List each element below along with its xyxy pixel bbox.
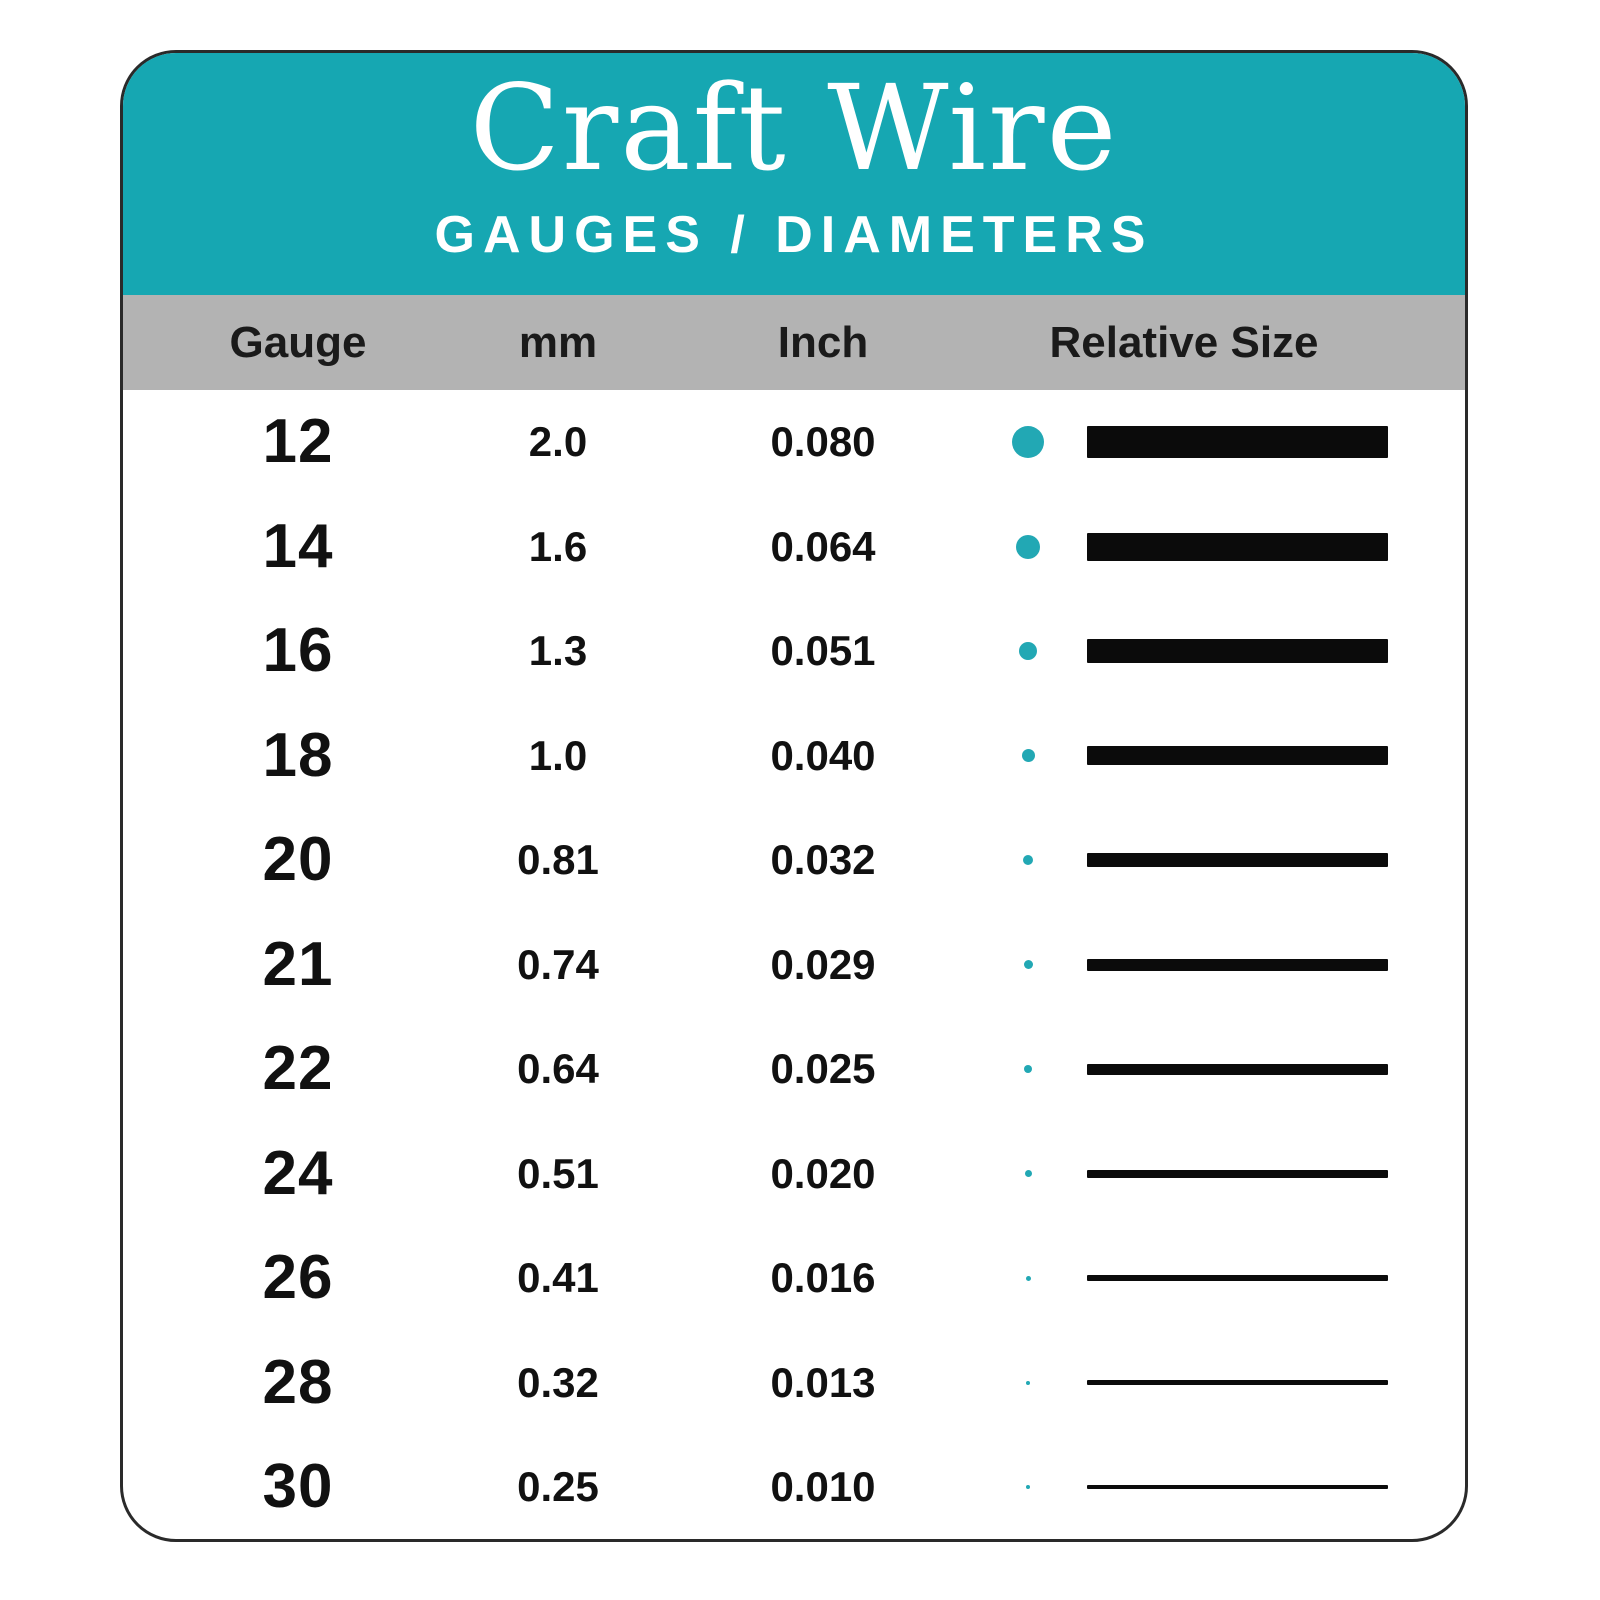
- table-header-row: Gauge mm Inch Relative Size: [123, 295, 1465, 390]
- relative-size-cell: [1003, 1380, 1465, 1386]
- dot-wrapper: [1003, 642, 1053, 661]
- relative-size-bar: [1087, 639, 1388, 664]
- mm-value: 0.64: [517, 1045, 599, 1093]
- mm-value: 0.32: [517, 1358, 599, 1406]
- relative-size-dot: [1021, 749, 1035, 763]
- gauge-value: 26: [262, 1243, 334, 1313]
- relative-size-dot: [1023, 855, 1033, 866]
- column-header-mm: mm: [518, 317, 598, 367]
- gauge-value: 20: [262, 825, 334, 895]
- dot-wrapper: [1003, 855, 1053, 866]
- mm-value: 1.3: [528, 627, 588, 675]
- relative-size-cell: [1003, 639, 1465, 664]
- gauge-value: 24: [262, 1138, 334, 1208]
- page-subtitle: GAUGES / DIAMETERS: [434, 205, 1154, 264]
- dot-wrapper: [1003, 1170, 1053, 1178]
- table-row: 26 0.41 0.016: [123, 1226, 1465, 1331]
- relative-size-bar: [1087, 1485, 1388, 1490]
- relative-size-dot: [1024, 1170, 1032, 1178]
- relative-size-cell: [1003, 1275, 1465, 1282]
- inch-value: 0.016: [770, 1254, 876, 1302]
- dot-wrapper: [1003, 426, 1053, 459]
- mm-value: 1.6: [528, 522, 588, 570]
- column-header-relative-size: Relative Size: [1049, 317, 1319, 367]
- inch-value: 0.051: [770, 627, 876, 675]
- relative-size-bar: [1087, 1380, 1388, 1386]
- relative-size-bar: [1087, 1063, 1388, 1075]
- inch-value: 0.013: [770, 1358, 876, 1406]
- relative-size-cell: [1003, 1063, 1465, 1075]
- mm-value: 0.81: [517, 836, 599, 884]
- dot-wrapper: [1003, 960, 1053, 970]
- table-row: 30 0.25 0.010: [123, 1435, 1465, 1539]
- inch-value: 0.040: [770, 731, 876, 779]
- relative-size-dot: [1023, 960, 1033, 970]
- inch-value: 0.025: [770, 1045, 876, 1093]
- inch-value: 0.010: [770, 1463, 876, 1511]
- relative-size-cell: [1003, 532, 1465, 561]
- inch-value: 0.020: [770, 1149, 876, 1197]
- gauge-value: 22: [262, 1034, 334, 1104]
- table-row: 12 2.0 0.080: [123, 390, 1465, 495]
- relative-size-dot: [1024, 1065, 1032, 1074]
- relative-size-bar: [1087, 853, 1388, 868]
- column-header-gauge: Gauge: [229, 317, 367, 367]
- relative-size-dot: [1026, 1380, 1030, 1385]
- relative-size-cell: [1003, 426, 1465, 459]
- inch-value: 0.064: [770, 522, 876, 570]
- gauge-value: 21: [262, 929, 334, 999]
- dot-wrapper: [1003, 1065, 1053, 1074]
- dot-wrapper: [1003, 1485, 1053, 1490]
- mm-value: 0.51: [517, 1149, 599, 1197]
- relative-size-bar: [1087, 1275, 1388, 1282]
- relative-size-bar: [1087, 958, 1388, 971]
- card-header: Craft Wire GAUGES / DIAMETERS: [123, 53, 1465, 295]
- dot-wrapper: [1003, 1380, 1053, 1385]
- dot-wrapper: [1003, 749, 1053, 763]
- page-title: Craft Wire: [469, 59, 1119, 197]
- inch-value: 0.080: [770, 418, 876, 466]
- relative-size-cell: [1003, 1485, 1465, 1490]
- inch-value: 0.029: [770, 940, 876, 988]
- relative-size-bar: [1087, 532, 1388, 561]
- table-row: 18 1.0 0.040: [123, 704, 1465, 809]
- relative-size-cell: [1003, 746, 1465, 766]
- gauge-value: 14: [262, 511, 334, 581]
- gauge-value: 18: [262, 720, 334, 790]
- table-row: 24 0.51 0.020: [123, 1122, 1465, 1227]
- dot-wrapper: [1003, 534, 1053, 559]
- relative-size-dot: [1019, 642, 1037, 661]
- table-row: 28 0.32 0.013: [123, 1331, 1465, 1436]
- relative-size-dot: [1016, 534, 1040, 559]
- mm-value: 0.25: [517, 1463, 599, 1511]
- table-row: 22 0.64 0.025: [123, 1017, 1465, 1122]
- relative-size-bar: [1087, 426, 1388, 459]
- table-row: 16 1.3 0.051: [123, 599, 1465, 704]
- inch-value: 0.032: [770, 836, 876, 884]
- dot-wrapper: [1003, 1275, 1053, 1281]
- mm-value: 2.0: [528, 418, 588, 466]
- table-body: 12 2.0 0.080 14 1.6 0.064 16 1.3 0.051: [123, 390, 1465, 1539]
- gauge-value: 16: [262, 616, 334, 686]
- mm-value: 1.0: [528, 731, 588, 779]
- mm-value: 0.74: [517, 940, 599, 988]
- relative-size-dot: [1026, 1485, 1030, 1490]
- relative-size-bar: [1087, 1169, 1388, 1178]
- gauge-value: 30: [262, 1452, 334, 1522]
- relative-size-bar: [1087, 746, 1388, 766]
- gauge-value: 12: [262, 407, 334, 477]
- chart-card: Craft Wire GAUGES / DIAMETERS Gauge mm I…: [120, 50, 1468, 1542]
- table-row: 14 1.6 0.064: [123, 495, 1465, 600]
- relative-size-cell: [1003, 958, 1465, 971]
- mm-value: 0.41: [517, 1254, 599, 1302]
- column-header-inch: Inch: [777, 317, 869, 367]
- relative-size-dot: [1025, 1275, 1031, 1281]
- table-row: 20 0.81 0.032: [123, 808, 1465, 913]
- relative-size-cell: [1003, 853, 1465, 868]
- relative-size-cell: [1003, 1169, 1465, 1178]
- gauge-value: 28: [262, 1347, 334, 1417]
- table-row: 21 0.74 0.029: [123, 913, 1465, 1018]
- relative-size-dot: [1012, 426, 1044, 459]
